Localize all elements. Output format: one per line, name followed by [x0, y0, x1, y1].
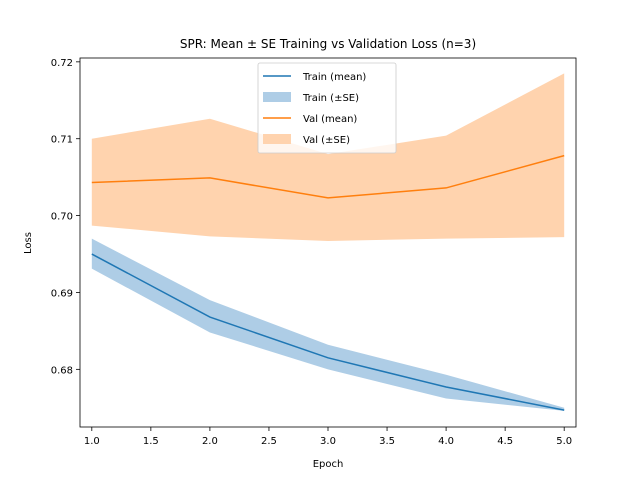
legend-label-train-se: Train (±SE)	[302, 93, 359, 104]
y-tick-label: 0.71	[51, 135, 73, 146]
legend-label-val-mean: Val (mean)	[303, 114, 357, 125]
x-tick-label: 3.5	[379, 436, 395, 447]
chart-title: SPR: Mean ± SE Training vs Validation Lo…	[180, 37, 476, 51]
x-tick-label: 2.5	[261, 436, 277, 447]
legend-swatch-val-se	[263, 134, 291, 144]
train-mean-line	[91, 253, 565, 411]
x-axis-title: Epoch	[313, 459, 344, 470]
y-tick-label: 0.68	[51, 365, 73, 376]
val-se-band	[91, 73, 565, 241]
val-mean-line	[91, 154, 565, 199]
x-tick-label: 5.0	[556, 436, 572, 447]
x-tick-label: 2.0	[202, 436, 218, 447]
legend-label-train-mean: Train (mean)	[302, 72, 366, 83]
legend-label-val-se: Val (±SE)	[303, 135, 350, 146]
x-tick-label: 1.5	[143, 436, 159, 447]
y-tick-label: 0.72	[51, 58, 73, 69]
train-se-band	[91, 238, 565, 411]
legend-swatch-train-se	[263, 92, 291, 102]
legend: Train (mean) Train (±SE) Val (mean) Val …	[257, 62, 397, 154]
y-axis-title: Loss	[23, 232, 34, 254]
y-tick-label: 0.69	[51, 288, 73, 299]
x-tick-label: 3.0	[320, 436, 336, 447]
x-tick-label: 4.0	[438, 436, 454, 447]
y-tick-label: 0.70	[51, 212, 73, 223]
x-tick-label: 4.5	[497, 436, 513, 447]
legend-box	[257, 62, 397, 154]
x-tick-label: 1.0	[84, 436, 100, 447]
